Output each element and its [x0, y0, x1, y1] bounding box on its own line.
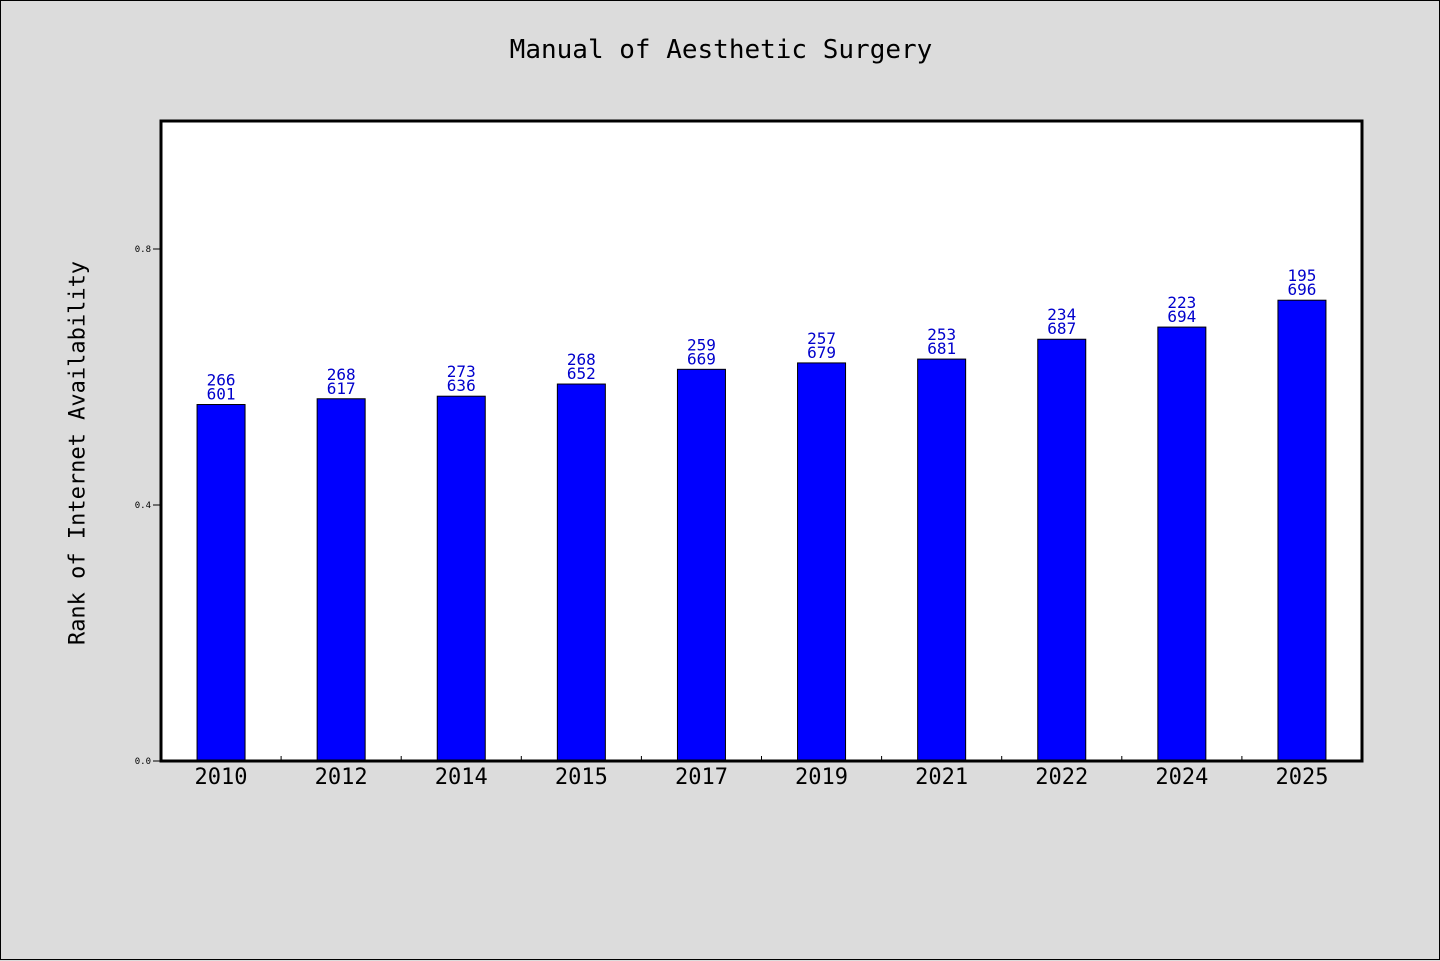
bar-2010: [196, 404, 246, 762]
data-label-bottom-2024: 694: [1167, 307, 1196, 326]
data-label-bottom-2017: 669: [687, 349, 716, 368]
data-label-top-2025: 195: [1287, 266, 1316, 285]
data-label-bottom-2010: 601: [207, 385, 236, 404]
bar-2019: [797, 362, 847, 762]
x-tick-label-2010: 2010: [195, 765, 248, 790]
plot-border: [159, 119, 1364, 763]
data-label-top-2015: 268: [567, 350, 596, 369]
data-label-top-2024: 223: [1167, 293, 1196, 312]
bar-2025: [1277, 299, 1327, 762]
data-label-top-2017: 259: [687, 335, 716, 354]
x-tick-label-2012: 2012: [315, 765, 368, 790]
bar-2017: [676, 368, 726, 762]
x-tick-label-2025: 2025: [1275, 765, 1328, 790]
x-tick-label-2017: 2017: [675, 765, 728, 790]
x-tick-label-2021: 2021: [915, 765, 968, 790]
bar-2015: [556, 383, 606, 762]
y-tick-label: 0.4: [135, 501, 151, 511]
data-label-top-2021: 253: [927, 325, 956, 344]
chart-title: Manual of Aesthetic Surgery: [509, 35, 933, 65]
bar-2012: [316, 398, 366, 762]
x-tick-label-2022: 2022: [1035, 765, 1088, 790]
data-label-bottom-2019: 679: [807, 343, 836, 362]
data-label-top-2012: 268: [327, 365, 356, 384]
data-label-top-2022: 234: [1047, 305, 1076, 324]
x-tick-label-2015: 2015: [555, 765, 608, 790]
y-tick-label: 0.0: [135, 757, 151, 767]
data-label-bottom-2015: 652: [567, 364, 596, 383]
bar-2014: [436, 395, 486, 762]
data-label-bottom-2025: 696: [1287, 280, 1316, 299]
data-label-bottom-2012: 617: [327, 379, 356, 398]
data-label-top-2019: 257: [807, 329, 836, 348]
bar-2024: [1157, 326, 1207, 762]
y-tick-label: 0.8: [135, 245, 151, 255]
data-label-top-2010: 266: [207, 371, 236, 390]
data-label-top-2014: 273: [447, 362, 476, 381]
x-tick-label-2024: 2024: [1155, 765, 1208, 790]
bar-2021: [917, 358, 967, 762]
data-label-bottom-2022: 687: [1047, 319, 1076, 338]
data-label-bottom-2021: 681: [927, 339, 956, 358]
x-tick-label-2014: 2014: [435, 765, 488, 790]
x-tick-label-2019: 2019: [795, 765, 848, 790]
bar-2022: [1037, 338, 1087, 762]
data-label-bottom-2014: 636: [447, 376, 476, 395]
